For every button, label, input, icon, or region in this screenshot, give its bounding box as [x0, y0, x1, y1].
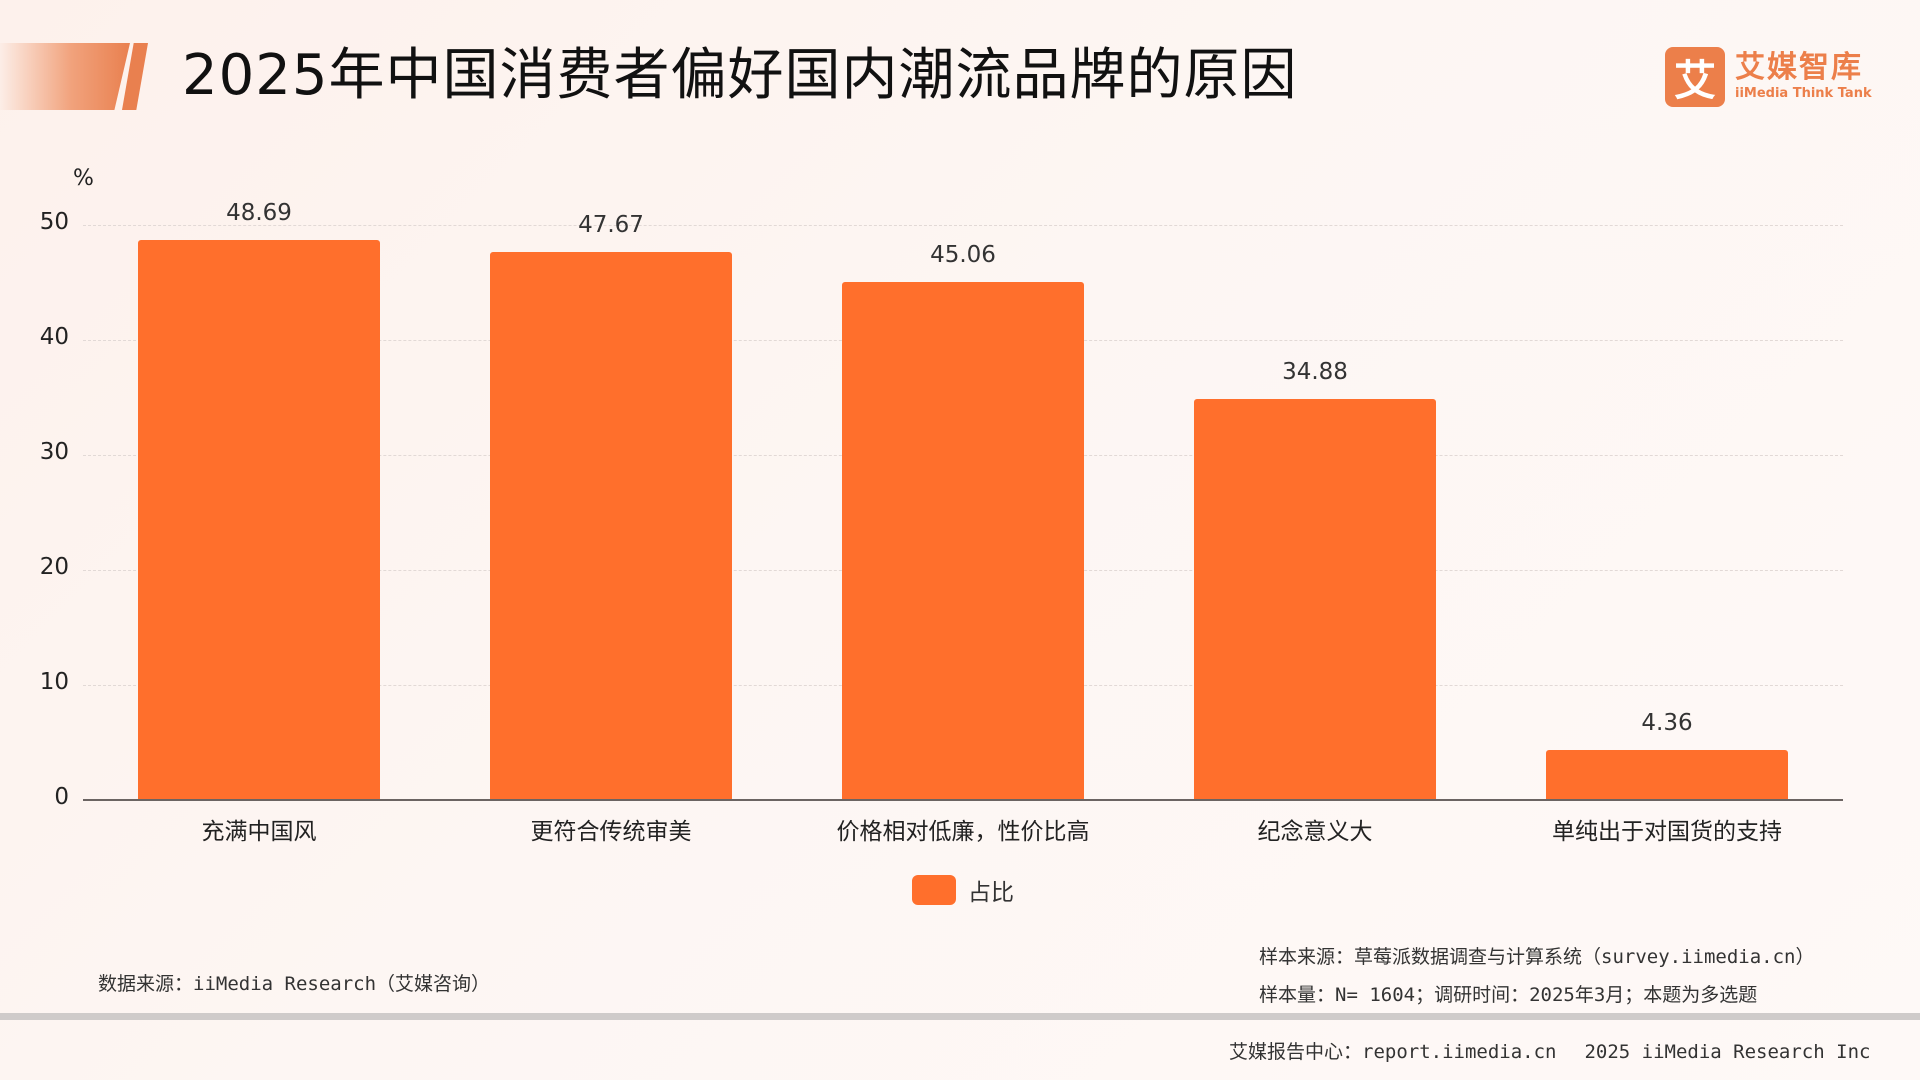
category-label: 价格相对低廉，性价比高 — [836, 819, 1090, 845]
bar-value-label: 45.06 — [930, 241, 996, 268]
category-label: 单纯出于对国货的支持 — [1552, 819, 1782, 845]
sample-source-note: 样本来源：草莓派数据调查与计算系统（survey.iimedia.cn） — [1259, 946, 1815, 968]
y-axis-unit: % — [73, 166, 94, 191]
logo-name-en: iiMedia Think Tank — [1735, 86, 1872, 101]
chart-legend: 占比 — [912, 873, 1014, 907]
report-center-link[interactable]: 艾媒报告中心：report.iimedia.cn — [1229, 1041, 1557, 1063]
bar — [138, 240, 380, 800]
bar — [490, 251, 732, 800]
legend-label: 占比 — [968, 880, 1014, 906]
legend-swatch-icon — [912, 875, 956, 905]
bar-value-label: 47.67 — [578, 211, 644, 238]
footer-credits: 艾媒报告中心：report.iimedia.cn 2025 iiMedia Res… — [1229, 1037, 1870, 1064]
brand-logo: 艾 艾媒智库 iiMedia Think Tank — [1665, 46, 1872, 108]
footer-divider — [0, 1013, 1920, 1020]
bar-value-label: 4.36 — [1641, 709, 1693, 736]
title-decoration — [0, 43, 130, 110]
x-axis-line — [83, 799, 1843, 801]
category-label: 充满中国风 — [201, 819, 317, 845]
bar — [1194, 398, 1436, 800]
y-tick-0: 0 — [54, 784, 69, 810]
y-tick-30: 30 — [39, 439, 69, 465]
gridline-50 — [83, 225, 1843, 226]
y-tick-10: 10 — [39, 669, 69, 695]
copyright-text: 2025 iiMedia Research Inc — [1584, 1041, 1871, 1063]
data-source-note: 数据来源：iiMedia Research（艾媒咨询） — [98, 973, 491, 995]
category-label: 更符合传统审美 — [530, 819, 692, 845]
y-tick-20: 20 — [39, 554, 69, 580]
page-title: 2025年中国消费者偏好国内潮流品牌的原因 — [182, 43, 1298, 108]
category-label: 纪念意义大 — [1257, 819, 1373, 845]
bar — [1546, 749, 1788, 800]
sample-info-note: 样本量：N= 1604；调研时间：2025年3月；本题为多选题 — [1259, 984, 1758, 1006]
y-tick-40: 40 — [39, 324, 69, 350]
bar-value-label: 48.69 — [226, 200, 292, 227]
y-tick-50: 50 — [39, 209, 69, 235]
logo-name-cn: 艾媒智库 — [1735, 50, 1863, 85]
bar — [842, 281, 1084, 800]
bar-value-label: 34.88 — [1282, 358, 1348, 385]
imedia-logo-icon: 艾 — [1665, 47, 1725, 107]
